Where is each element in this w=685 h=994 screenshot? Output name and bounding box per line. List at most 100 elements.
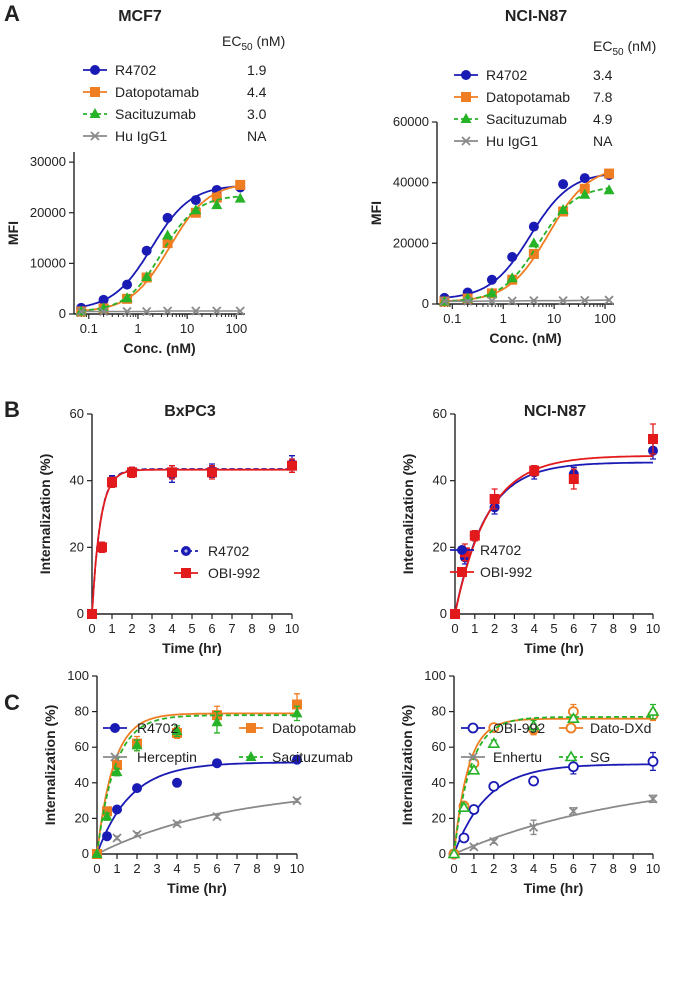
data-point — [579, 173, 590, 184]
y-tick-label: 20 — [433, 539, 447, 554]
data-point — [98, 294, 109, 305]
data-point — [211, 716, 223, 727]
legend-marker — [565, 722, 577, 734]
x-tick-label: 100 — [225, 321, 247, 336]
x-tick-label: 5 — [193, 861, 200, 876]
x-axis-label: Conc. (nM) — [489, 330, 561, 346]
data-point — [212, 306, 222, 316]
data-point — [97, 542, 107, 553]
ec50-value: NA — [247, 128, 267, 144]
series-sacituzumab — [91, 705, 303, 858]
data-point — [172, 777, 182, 788]
legend-label: Herceptin — [137, 749, 197, 765]
data-point — [190, 195, 201, 206]
x-tick-label: 0 — [93, 861, 100, 876]
y-tick-label: 0 — [439, 846, 446, 861]
x-tick-label: 2 — [128, 621, 135, 636]
data-point — [87, 609, 97, 619]
y-axis-label: Internalization (%) — [42, 705, 58, 826]
x-tick-label: 4 — [168, 621, 175, 636]
data-point — [142, 306, 152, 317]
data-point — [167, 467, 177, 478]
fit-curve — [91, 468, 292, 615]
ec50-value: NA — [593, 133, 613, 149]
data-point — [162, 212, 173, 223]
y-tick-label: 60 — [70, 406, 84, 421]
ec50-value: 4.4 — [247, 84, 267, 100]
data-point — [557, 203, 569, 214]
y-tick-label: 60 — [432, 739, 446, 754]
chart-a2: NCI-N87 0 20000 40000 60000 0.1 1 10 100 Conc. (n… — [368, 8, 656, 346]
y-axis-label: MFI — [368, 201, 384, 225]
legend-marker — [246, 723, 256, 733]
x-tick-label: 9 — [273, 861, 280, 876]
x-tick-label: 6 — [570, 861, 577, 876]
x-axis-label: Time (hr) — [524, 640, 584, 656]
data-point — [458, 832, 470, 844]
x-tick-label: 9 — [268, 621, 275, 636]
data-point — [528, 221, 539, 232]
y-tick-label: 0 — [82, 846, 89, 861]
data-point — [141, 271, 153, 282]
data-point — [487, 737, 501, 748]
legend-label: OBI-992 — [208, 565, 260, 581]
legend-label: Sacituzumab — [115, 106, 196, 122]
legend-label: R4702 — [480, 542, 521, 558]
y-tick-label: 80 — [75, 704, 89, 719]
x-tick-label: 10 — [646, 621, 660, 636]
y-tick-label: 0 — [59, 306, 66, 321]
y-tick-label: 20000 — [393, 235, 429, 250]
x-tick-label: 8 — [610, 621, 617, 636]
x-tick-label: 4 — [530, 861, 537, 876]
data-point — [567, 712, 580, 724]
data-point — [528, 248, 539, 259]
series-r4702 — [92, 754, 302, 859]
x-axis-label: Time (hr) — [524, 880, 584, 896]
data-point — [291, 707, 303, 718]
x-tick-label: 8 — [248, 621, 255, 636]
fit-curve — [444, 187, 610, 303]
series-hu-igg1 — [439, 295, 614, 306]
y-axis-label: Internalization (%) — [400, 454, 416, 575]
legend-marker — [467, 722, 479, 734]
panel-label-c: C — [4, 690, 20, 715]
x-tick-label: 2 — [491, 621, 498, 636]
legend: R4702 Datopotamab Sacituzumab Hu IgG1 EC50 (… — [83, 33, 285, 144]
y-tick-label: 40 — [75, 775, 89, 790]
x-tick-label: 5 — [188, 621, 195, 636]
y-tick-label: 0 — [77, 606, 84, 621]
x-tick-label: 6 — [208, 621, 215, 636]
series-hu-igg1 — [76, 306, 245, 317]
y-tick-label: 60 — [433, 406, 447, 421]
data-point — [131, 739, 143, 750]
y-tick-label: 20 — [432, 810, 446, 825]
fit-curve — [453, 799, 654, 855]
x-tick-label: 2 — [490, 861, 497, 876]
legend-marker — [457, 545, 467, 555]
data-point — [112, 804, 122, 815]
legend-marker — [564, 750, 578, 762]
data-point — [579, 188, 591, 199]
series-sg — [447, 703, 660, 859]
data-point — [121, 292, 133, 303]
data-point — [171, 725, 183, 736]
x-tick-label: 1 — [500, 311, 507, 326]
data-point — [211, 199, 223, 210]
x-tick-label: 3 — [511, 621, 518, 636]
data-point — [112, 833, 122, 843]
y-tick-label: 80 — [432, 704, 446, 719]
x-tick-label: 1 — [113, 861, 120, 876]
legend-label: Hu IgG1 — [486, 133, 538, 149]
legend-label: Sacituzumab — [486, 111, 567, 127]
data-point — [568, 761, 579, 773]
x-tick-label: 100 — [594, 311, 616, 326]
fit-curve — [96, 800, 298, 855]
data-point — [487, 296, 497, 306]
fit-curve — [454, 455, 653, 615]
legend-label: Datopotamab — [272, 720, 356, 736]
series-sacituzumab — [75, 192, 246, 316]
fit-curve — [454, 461, 653, 615]
data-point — [486, 274, 497, 285]
